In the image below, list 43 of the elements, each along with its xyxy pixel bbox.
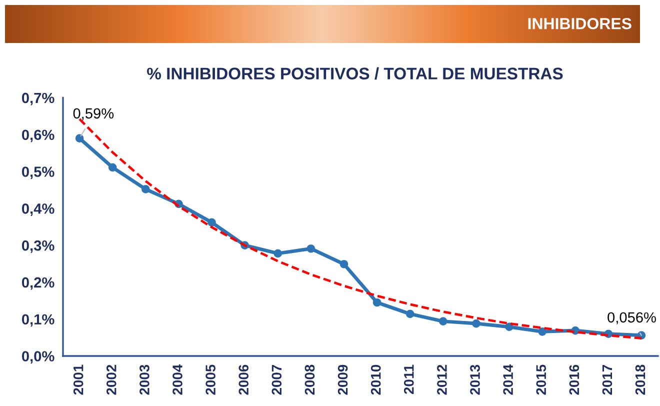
x-tick-label: 2013 (470, 364, 480, 395)
y-tick-label: 0,0% (22, 351, 54, 364)
y-tick-label: 0,2% (22, 277, 54, 290)
chart-subtitle: % INHIBIDORES POSITIVOS / TOTAL DE MUESTRAS (147, 67, 563, 80)
point (372, 298, 382, 307)
x-tick-label: 2005 (206, 364, 216, 395)
point (208, 218, 216, 227)
y-tick-label: 0,1% (22, 314, 54, 327)
x-tick-label: 2017 (602, 364, 612, 395)
x-tick-label: 2015 (536, 364, 546, 395)
point (340, 260, 348, 268)
x-tick-label: 2012 (437, 364, 447, 395)
x-tick-label: 2009 (338, 364, 348, 395)
point (406, 310, 414, 318)
point (505, 322, 514, 332)
x-tick-label: 2007 (272, 364, 282, 395)
y-tick-label: 0,6% (22, 130, 54, 142)
x-tick-label: 2008 (304, 364, 315, 395)
y-tick-label: 0,4% (22, 204, 54, 216)
point (306, 244, 316, 253)
data-label: 0,056% (608, 312, 656, 324)
y-tick-label: 0,7% (22, 92, 54, 106)
point (538, 327, 546, 336)
x-tick-label: 2011 (404, 364, 414, 394)
data-label: 0,59% (73, 108, 114, 120)
x-tick-label: 2002 (106, 364, 116, 395)
y-tick-label: 0,3% (22, 240, 54, 253)
point (472, 319, 480, 328)
point (108, 163, 117, 172)
x-tick-label: 2018 (635, 364, 646, 395)
point (75, 134, 84, 142)
x-tick-label: 2006 (238, 364, 249, 395)
point (274, 249, 282, 258)
x-tick-label: 2004 (172, 364, 182, 395)
chart-title: INHIBIDORES (528, 18, 632, 30)
x-tick-label: 2016 (569, 364, 580, 395)
point (438, 317, 448, 326)
point (141, 185, 150, 194)
x-tick-label: 2010 (370, 364, 381, 395)
y-tick-label: 0,5% (22, 166, 54, 180)
x-tick-label: 2001 (73, 364, 84, 395)
x-tick-label: 2014 (503, 364, 513, 395)
x-tick-label: 2003 (140, 364, 150, 395)
